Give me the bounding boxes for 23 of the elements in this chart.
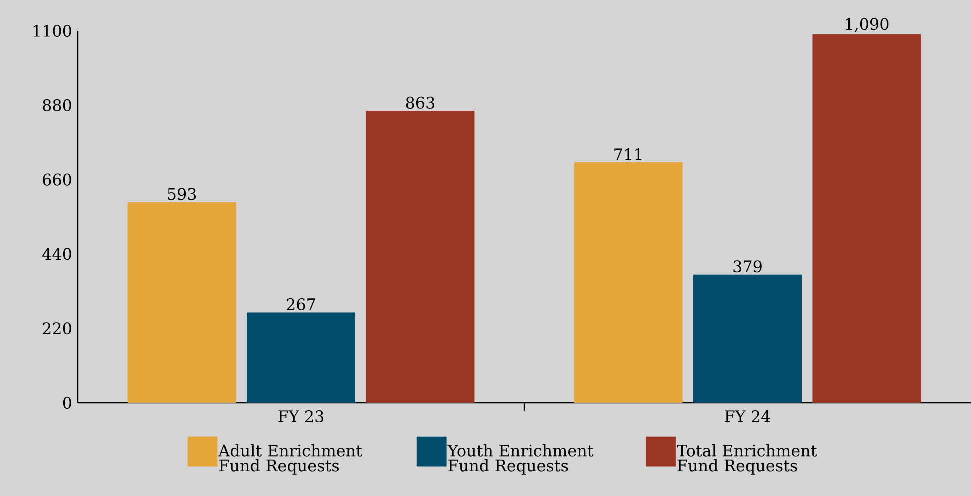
legend-label: Adult Enrichment Fund Requests — [218, 444, 362, 475]
data-label: 863 — [406, 96, 434, 109]
legend-label: Youth Enrichment Fund Requests — [448, 444, 594, 475]
data-label: 379 — [734, 260, 762, 273]
bar — [366, 111, 475, 403]
y-tick-label: 0 — [63, 396, 72, 410]
legend-label: Total Enrichment Fund Requests — [677, 444, 818, 475]
data-label: 1,090 — [846, 18, 889, 32]
bar — [247, 312, 356, 403]
y-tick-label: 1100 — [34, 24, 72, 38]
bar — [128, 202, 236, 403]
bar — [812, 34, 922, 403]
x-tick-label: FY 24 — [725, 410, 770, 422]
y-tick-label: 660 — [43, 174, 72, 186]
y-tick-label: 880 — [43, 99, 72, 112]
bar — [694, 274, 802, 403]
x-tick-label: FY 23 — [278, 410, 324, 423]
data-label: 711 — [614, 148, 642, 160]
y-tick-label: 220 — [43, 322, 72, 335]
data-label: 267 — [287, 298, 316, 311]
y-tick-label: 440 — [42, 248, 72, 260]
bar — [574, 162, 683, 403]
data-label: 593 — [168, 188, 196, 200]
